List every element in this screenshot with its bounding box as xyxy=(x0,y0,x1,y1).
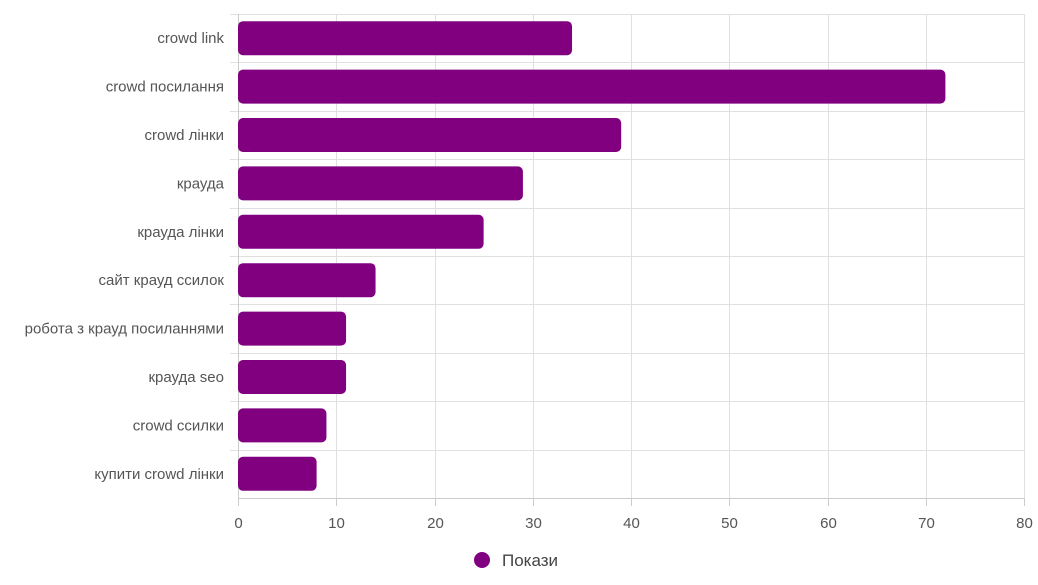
category-label: crowd посилання xyxy=(106,79,224,96)
bar[interactable] xyxy=(238,21,573,56)
category-labels: crowd link crowd посилання crowd лінки крау… xyxy=(25,30,225,483)
bars xyxy=(238,21,946,491)
legend-label: Покази xyxy=(502,551,558,570)
category-label: сайт крауд ссилок xyxy=(99,272,225,289)
legend[interactable]: Покази xyxy=(474,551,558,570)
bar[interactable] xyxy=(238,360,347,394)
bar[interactable] xyxy=(238,408,327,443)
legend-marker xyxy=(474,552,490,568)
x-tick-label: 80 xyxy=(1016,515,1033,532)
category-label: купити crowd лінки xyxy=(94,466,224,483)
x-tick-label: 10 xyxy=(328,515,345,532)
bar[interactable] xyxy=(238,456,317,491)
category-label: crowd лінки xyxy=(145,127,225,144)
x-tick-label: 30 xyxy=(525,515,542,532)
x-axis-ticks: 0 10 20 30 40 50 60 70 80 xyxy=(234,498,1033,532)
x-tick-label: 50 xyxy=(721,515,738,532)
x-tick-label: 60 xyxy=(820,515,837,532)
category-label: крауда xyxy=(177,175,225,192)
category-label: crowd link xyxy=(157,30,224,47)
x-tick-label: 20 xyxy=(427,515,444,532)
x-tick-label: 0 xyxy=(234,515,242,532)
category-label: крауда лінки xyxy=(137,224,224,241)
bar[interactable] xyxy=(238,69,946,104)
bar[interactable] xyxy=(238,311,347,346)
bar[interactable] xyxy=(238,166,523,201)
category-label: робота з крауд посиланнями xyxy=(25,321,224,338)
category-label: crowd ссилки xyxy=(133,417,224,434)
bar[interactable] xyxy=(238,214,484,249)
bar[interactable] xyxy=(238,118,622,152)
x-tick-label: 40 xyxy=(623,515,640,532)
x-tick-label: 70 xyxy=(918,515,935,532)
bar[interactable] xyxy=(238,263,376,298)
category-label: крауда seo xyxy=(148,369,224,386)
